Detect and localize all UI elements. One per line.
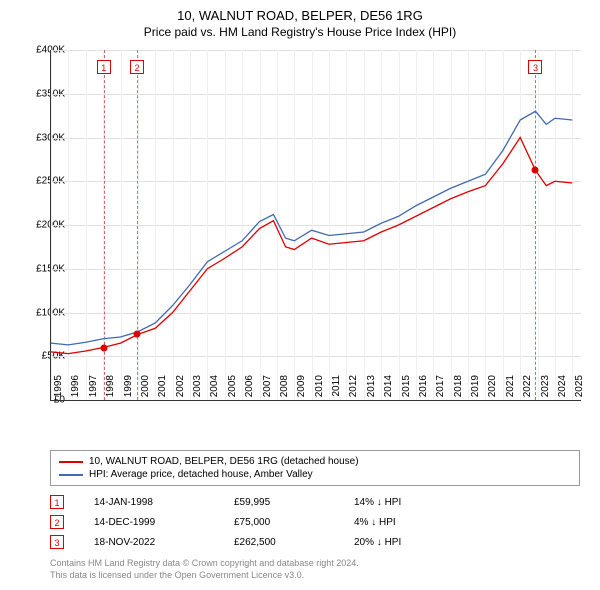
legend-label: HPI: Average price, detached house, Ambe… <box>89 469 313 480</box>
sales-row-date: 14-DEC-1999 <box>94 517 234 528</box>
chart-title: 10, WALNUT ROAD, BELPER, DE56 1RG <box>0 0 600 23</box>
plot-area: 1 2 3 <box>50 50 581 401</box>
sales-row-date: 18-NOV-2022 <box>94 537 234 548</box>
sales-row-diff: 14% ↓ HPI <box>354 497 474 508</box>
chart-subtitle: Price paid vs. HM Land Registry's House … <box>0 23 600 39</box>
sales-table-row: 3 18-NOV-2022£262,50020% ↓ HPI <box>50 532 580 552</box>
sales-row-marker: 2 <box>50 515 64 529</box>
sales-row-price: £262,500 <box>234 537 354 548</box>
sales-table: 1 14-JAN-1998£59,99514% ↓ HPI 2 14-DEC-1999… <box>50 492 580 552</box>
footer-line-2: This data is licensed under the Open Gov… <box>50 570 359 582</box>
sales-row-price: £59,995 <box>234 497 354 508</box>
chart-container: 10, WALNUT ROAD, BELPER, DE56 1RG Price … <box>0 0 600 590</box>
legend-swatch <box>59 461 83 463</box>
legend-row: 10, WALNUT ROAD, BELPER, DE56 1RG (detac… <box>59 455 571 468</box>
sales-row-diff: 4% ↓ HPI <box>354 517 474 528</box>
sales-row-price: £75,000 <box>234 517 354 528</box>
footer-attribution: Contains HM Land Registry data © Crown c… <box>50 558 359 581</box>
legend-swatch <box>59 474 83 476</box>
sale-marker-box: 1 <box>97 60 111 74</box>
sale-dot <box>532 167 539 174</box>
legend: 10, WALNUT ROAD, BELPER, DE56 1RG (detac… <box>50 450 580 486</box>
legend-label: 10, WALNUT ROAD, BELPER, DE56 1RG (detac… <box>89 456 359 467</box>
sales-row-marker: 3 <box>50 535 64 549</box>
legend-row: HPI: Average price, detached house, Ambe… <box>59 468 571 481</box>
sales-row-date: 14-JAN-1998 <box>94 497 234 508</box>
line-series-svg <box>51 50 581 400</box>
series-line <box>51 138 572 354</box>
sale-dot <box>100 344 107 351</box>
sale-marker-box: 2 <box>130 60 144 74</box>
sale-dot <box>134 331 141 338</box>
sales-table-row: 1 14-JAN-1998£59,99514% ↓ HPI <box>50 492 580 512</box>
footer-line-1: Contains HM Land Registry data © Crown c… <box>50 558 359 570</box>
sales-table-row: 2 14-DEC-1999£75,0004% ↓ HPI <box>50 512 580 532</box>
sales-row-diff: 20% ↓ HPI <box>354 537 474 548</box>
sales-row-marker: 1 <box>50 495 64 509</box>
series-line <box>51 111 572 345</box>
sale-marker-box: 3 <box>528 60 542 74</box>
